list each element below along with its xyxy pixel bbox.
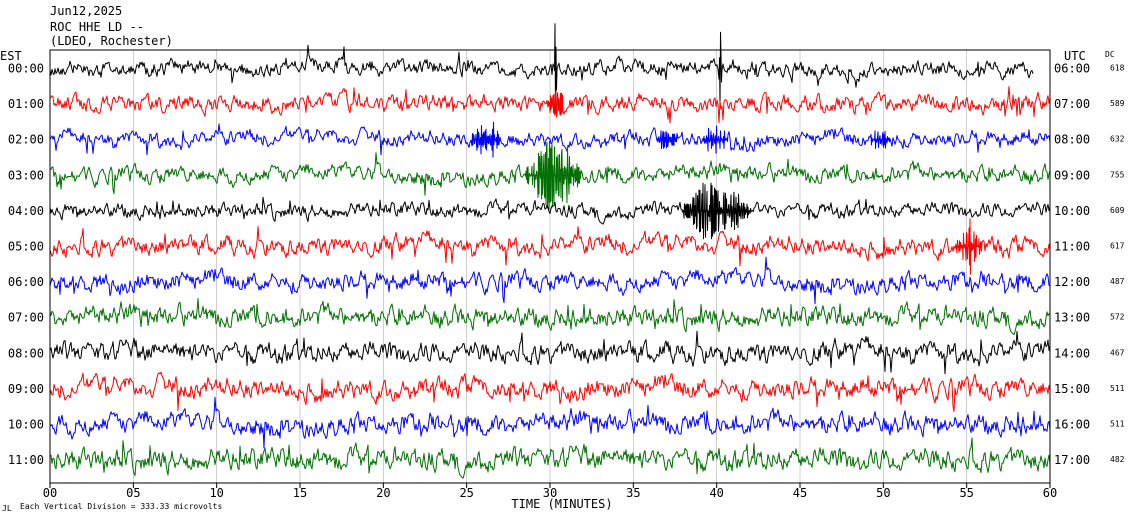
dc-value: 609	[1110, 206, 1125, 215]
trace-line	[49, 23, 1034, 114]
dc-value: 482	[1110, 455, 1125, 464]
trace-line	[49, 298, 1051, 336]
utc-hour-label: 07:00	[1054, 97, 1090, 111]
x-tick-label: 30	[543, 486, 557, 500]
x-tick-label: 15	[293, 486, 307, 500]
dc-value: 618	[1110, 64, 1125, 73]
utc-hour-label: 17:00	[1054, 453, 1090, 467]
est-hour-label: 11:00	[8, 453, 44, 467]
utc-hour-label: 08:00	[1054, 133, 1090, 147]
est-hour-label: 10:00	[8, 418, 44, 432]
est-hour-label: 06:00	[8, 275, 44, 289]
footer-marker: JL	[2, 504, 12, 513]
utc-hour-label: 15:00	[1054, 382, 1090, 396]
x-tick-label: 05	[126, 486, 140, 500]
x-tick-label: 60	[1043, 486, 1057, 500]
trace-line	[49, 121, 1051, 158]
trace-line	[49, 182, 1051, 240]
network-name: (LDEO, Rochester)	[50, 34, 173, 48]
x-tick-label: 55	[959, 486, 973, 500]
dc-value: 511	[1110, 420, 1125, 429]
est-hour-label: 03:00	[8, 168, 44, 182]
est-hour-label: 04:00	[8, 204, 44, 218]
x-tick-label: 00	[43, 486, 57, 500]
left-axis-label: EST	[0, 49, 22, 63]
dc-value: 467	[1110, 348, 1125, 357]
utc-hour-label: 16:00	[1054, 418, 1090, 432]
trace-line	[49, 396, 1051, 449]
plot-date: Jun12,2025	[50, 4, 123, 18]
x-axis-label: TIME (MINUTES)	[511, 497, 612, 511]
trace-line	[49, 437, 1051, 479]
x-tick-label: 45	[793, 486, 807, 500]
utc-hour-label: 12:00	[1054, 275, 1090, 289]
footer-note: Each Vertical Division = 333.33 microvol…	[20, 502, 222, 511]
utc-hour-label: 13:00	[1054, 311, 1090, 325]
trace-line	[49, 218, 1051, 275]
utc-hour-label: 14:00	[1054, 346, 1090, 360]
dc-value: 589	[1110, 99, 1125, 108]
est-hour-label: 02:00	[8, 133, 44, 147]
x-tick-label: 25	[459, 486, 473, 500]
dc-value: 755	[1110, 170, 1125, 179]
trace-line	[49, 330, 1051, 375]
trace-line	[49, 256, 1051, 305]
utc-hour-label: 09:00	[1054, 168, 1090, 182]
est-hour-label: 05:00	[8, 240, 44, 254]
x-tick-label: 20	[376, 486, 390, 500]
dc-value: 511	[1110, 384, 1125, 393]
dc-value: 632	[1110, 135, 1125, 144]
x-tick-label: 50	[876, 486, 890, 500]
x-tick-label: 35	[626, 486, 640, 500]
right-axis-label: UTC	[1064, 49, 1086, 63]
dc-value: 487	[1110, 277, 1125, 286]
x-tick-label: 40	[709, 486, 723, 500]
utc-hour-label: 10:00	[1054, 204, 1090, 218]
trace-line	[49, 371, 1051, 413]
est-hour-label: 07:00	[8, 311, 44, 325]
dc-value: 617	[1110, 242, 1125, 251]
utc-hour-label: 11:00	[1054, 240, 1090, 254]
dc-value: 572	[1110, 313, 1125, 322]
trace-line	[49, 140, 1051, 211]
est-hour-label: 01:00	[8, 97, 44, 111]
est-hour-label: 00:00	[8, 62, 44, 76]
utc-hour-label: 06:00	[1054, 62, 1090, 76]
x-tick-label: 10	[209, 486, 223, 500]
trace-line	[49, 86, 1051, 124]
est-hour-label: 09:00	[8, 382, 44, 396]
station-code: ROC HHE LD --	[50, 20, 144, 34]
dc-label: DC	[1105, 50, 1115, 59]
est-hour-label: 08:00	[8, 346, 44, 360]
